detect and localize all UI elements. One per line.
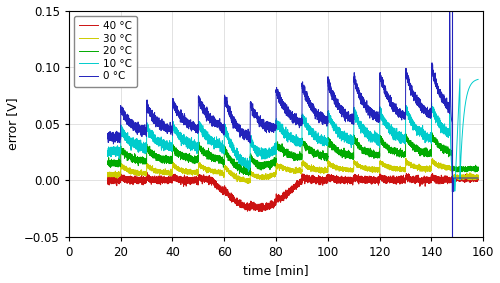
20 °C [340, 152, 346, 155]
30 °C [380, 161, 386, 165]
10 °C [399, 140, 405, 143]
40 °C [104, 181, 110, 184]
40 °C [144, 171, 150, 174]
0 °C [475, 176, 481, 180]
10 °C [452, 189, 458, 193]
X-axis label: time [min]: time [min] [244, 264, 309, 277]
40 °C [124, 178, 130, 182]
20 °C [324, 153, 330, 156]
30 °C [104, 175, 110, 178]
0 °C [104, 133, 110, 136]
10 °C [475, 78, 481, 81]
10 °C [457, 77, 463, 81]
40 °C [399, 177, 405, 181]
40 °C [239, 202, 245, 205]
40 °C [324, 179, 330, 182]
10 °C [239, 156, 245, 160]
0 °C [239, 130, 245, 133]
20 °C [475, 169, 481, 172]
Line: 10 °C: 10 °C [108, 79, 478, 191]
0 °C [449, 190, 455, 193]
30 °C [239, 179, 245, 182]
Line: 30 °C: 30 °C [108, 158, 478, 184]
10 °C [104, 154, 110, 158]
30 °C [475, 177, 481, 180]
10 °C [340, 134, 346, 138]
10 °C [324, 138, 330, 141]
0 °C [340, 110, 346, 113]
0 °C [380, 83, 386, 87]
30 °C [124, 167, 130, 170]
0 °C [399, 115, 405, 118]
30 °C [324, 168, 330, 171]
20 °C [399, 152, 405, 155]
Line: 0 °C: 0 °C [108, 0, 478, 192]
20 °C [104, 161, 110, 164]
20 °C [239, 171, 245, 174]
Line: 40 °C: 40 °C [108, 173, 478, 212]
10 °C [380, 119, 386, 123]
20 °C [428, 130, 434, 134]
Line: 20 °C: 20 °C [108, 132, 478, 176]
40 °C [475, 178, 481, 181]
20 °C [380, 142, 386, 146]
30 °C [340, 168, 346, 172]
20 °C [124, 155, 130, 158]
0 °C [124, 115, 130, 119]
0 °C [324, 122, 330, 125]
Legend: 40 °C, 30 °C, 20 °C, 10 °C, 0 °C: 40 °C, 30 °C, 20 °C, 10 °C, 0 °C [74, 16, 138, 87]
Y-axis label: error [V]: error [V] [6, 97, 18, 150]
30 °C [399, 168, 405, 171]
40 °C [340, 179, 346, 183]
20 °C [246, 174, 252, 177]
40 °C [257, 210, 263, 213]
30 °C [245, 182, 251, 185]
40 °C [380, 174, 386, 177]
30 °C [402, 156, 408, 160]
10 °C [124, 136, 130, 140]
